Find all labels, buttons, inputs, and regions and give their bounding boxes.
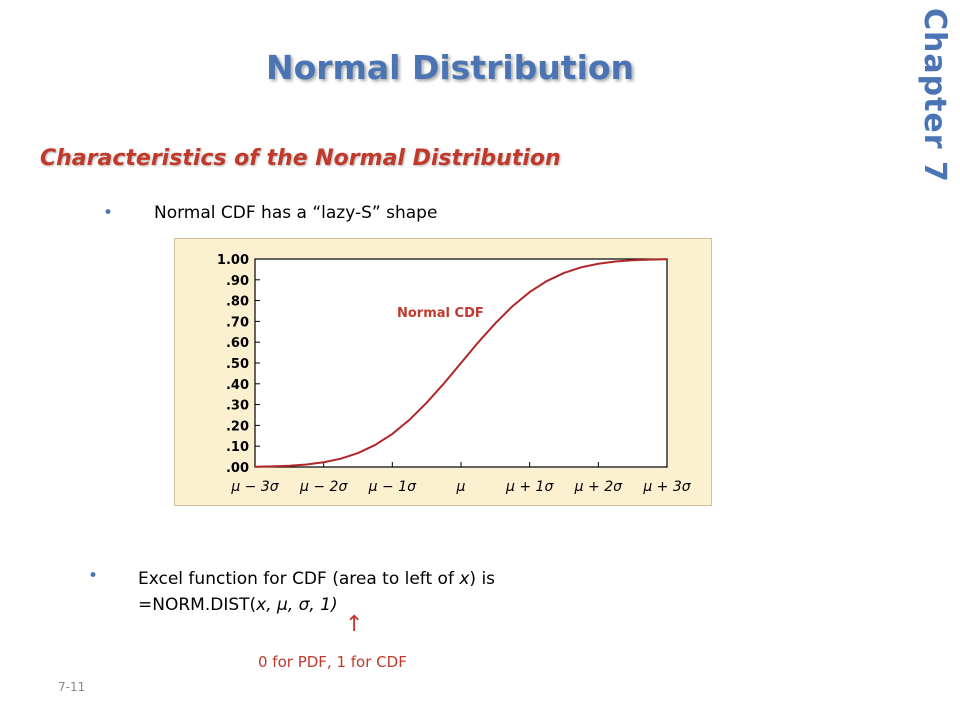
bullet-marker: • [103,203,114,223]
text-fragment: Excel function for CDF (area to left of [138,569,460,589]
chapter-label: Chapter 7 [917,8,952,183]
chart-frame: 1.00 .90 .80 .70 .60 .50 .40 .30 .20 .10 .00 μ − 3… [174,238,712,506]
slide-number: 7-11 [58,680,86,694]
y-tick-label: .50 [226,357,249,372]
text-fragment: ) is [469,569,496,589]
y-tick-label: .90 [226,274,249,289]
x-tick-label: μ + 3σ [642,479,691,495]
x-tick-label: μ [456,479,466,495]
x-tick-label: μ − 3σ [230,479,279,495]
x-tick-label: μ − 2σ [299,479,348,495]
y-tick-label: .00 [226,461,249,476]
x-tick-label: μ + 1σ [505,479,554,495]
variable-x: x [459,569,470,589]
y-tick-label: 1.00 [217,253,249,268]
bullet-marker: • [88,566,99,586]
y-tick-label: .70 [226,315,249,330]
section-subtitle: Characteristics of the Normal Distributi… [40,146,561,171]
x-tick-label: μ + 2σ [574,479,623,495]
cdf-chart: 1.00 .90 .80 .70 .60 .50 .40 .30 .20 .10 .00 μ − 3… [217,253,692,495]
bullet-line-1: Excel function for CDF (area to left of … [138,566,495,592]
cdf-curve [254,258,668,468]
text-fragment: =NORM.DIST( [138,595,257,615]
function-params: , μ, σ, 1) [266,595,338,615]
y-tick-label: .10 [226,440,249,455]
cumulative-flag-note: 0 for PDF, 1 for CDF [258,653,407,671]
y-axis: 1.00 .90 .80 .70 .60 .50 .40 .30 .20 .10 .00 [217,253,249,476]
y-tick-label: .80 [226,295,249,310]
bullet-line-2: =NORM.DIST(x, μ, σ, 1) [138,592,495,618]
y-tick-label: .20 [226,419,249,434]
bullet-text: Excel function for CDF (area to left of … [138,566,495,618]
y-tick-label: .40 [226,378,249,393]
curve-label: Normal CDF [397,306,484,321]
variable-x: x [256,595,267,615]
slide-title: Normal Distribution [265,48,635,87]
y-tick-label: .30 [226,399,249,414]
x-axis: μ − 3σ μ − 2σ μ − 1σ μ μ + 1σ μ + 2σ μ + 3σ [230,479,691,495]
x-tick-label: μ − 1σ [368,479,417,495]
y-tick-label: .60 [226,336,249,351]
up-arrow-icon: ↑ [345,612,364,637]
bullet-text: Normal CDF has a “lazy-S” shape [154,203,438,223]
